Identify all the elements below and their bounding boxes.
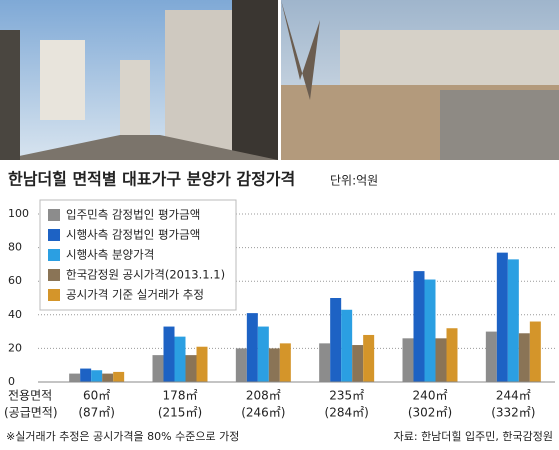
bar [485,331,497,382]
bar [257,326,269,382]
legend-label: 시행사측 분양가격 [66,248,154,262]
legend-label: 한국감정원 공시가격(2013.1.1) [66,268,225,282]
bar [163,326,175,382]
bar [80,368,92,382]
legend-box [39,199,237,311]
bar [113,371,125,382]
bar [102,373,114,382]
bar [330,298,342,382]
x-tick-label: 235㎡ [329,389,364,403]
bar [279,343,291,382]
photo-right [281,0,559,160]
bar [496,252,508,382]
bar [446,328,458,382]
bar [319,343,331,382]
x-tick-label-sub: (215㎡) [158,406,202,420]
x-tick-label-sub: (332㎡) [491,406,535,420]
y-tick-label: 0 [8,375,15,388]
bar [235,348,247,382]
bar [91,370,103,382]
y-tick-label: 40 [8,308,22,321]
unit-label: 단위:억원 [330,174,378,188]
legend-swatch [48,289,60,301]
legend-swatch [48,269,60,281]
y-tick-label: 80 [8,241,22,254]
legend-label: 입주민측 감정법인 평가금액 [66,208,200,222]
x-tick-label-sub: (87㎡) [78,406,115,420]
source: 자료: 한남더힐 입주민, 한국감정원 [394,430,553,443]
bar [185,355,197,382]
x-axis-label: 전용면적 [8,389,52,403]
bar [246,313,258,382]
x-tick-label: 208㎡ [246,389,281,403]
y-tick-label: 100 [8,207,29,220]
x-tick-label: 60㎡ [83,389,110,403]
bar [424,279,436,382]
bar [196,346,208,382]
bar [341,309,353,382]
bar [529,321,541,382]
x-axis-label-sub: (공급면적) [4,406,58,420]
bar [174,336,186,382]
bar [363,334,375,382]
bar [402,338,414,382]
bar [413,271,425,382]
photo-left [0,0,278,160]
bar [352,345,364,382]
bar [435,338,447,382]
bar [152,355,164,382]
x-tick-label: 240㎡ [413,389,448,403]
legend-swatch [48,249,60,261]
bar [69,373,81,382]
bar [268,348,280,382]
x-tick-label: 178㎡ [163,389,198,403]
x-tick-label: 244㎡ [496,389,531,403]
chart-title: 한남더힐 면적별 대표가구 분양가 감정가격 [8,170,295,189]
bar [518,333,530,382]
x-tick-label-sub: (302㎡) [408,406,452,420]
legend-swatch [48,229,60,241]
y-tick-label: 20 [8,341,22,354]
x-tick-label-sub: (246㎡) [241,406,285,420]
footnote: ※실거래가 추정은 공시가격을 80% 수준으로 가정 [6,430,239,443]
legend-label: 공시가격 기준 실거래가 추정 [66,288,204,302]
x-tick-label-sub: (284㎡) [325,406,369,420]
legend-swatch [48,209,60,221]
bar [507,259,519,382]
y-tick-label: 60 [8,274,22,287]
legend-label: 시행사측 감정법인 평가금액 [66,228,200,242]
